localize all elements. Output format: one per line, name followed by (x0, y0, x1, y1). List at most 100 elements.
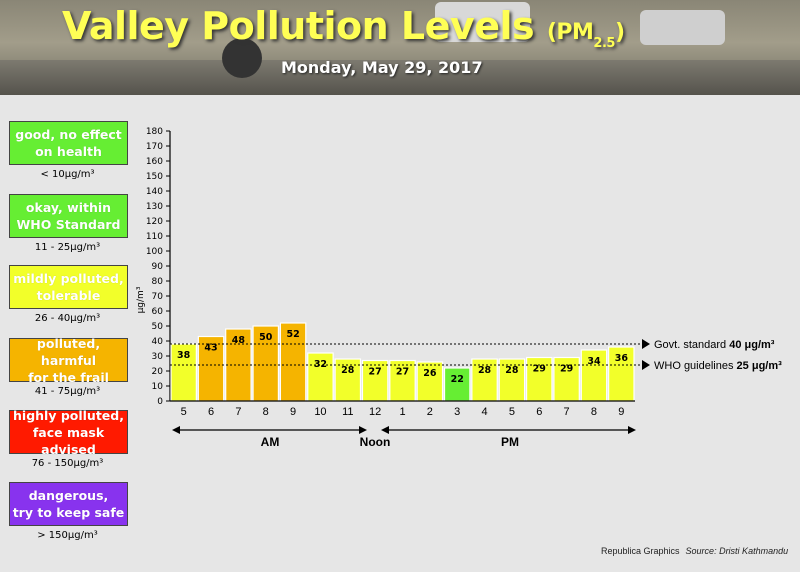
legend-label: okay, within (25, 200, 112, 215)
title-pm: (PM2.5) (546, 20, 625, 51)
legend-label: tolerable (36, 288, 101, 303)
title-text: Valley Pollution Levels (62, 4, 535, 48)
page-title: Valley Pollution Levels (PM2.5) (62, 4, 625, 51)
legend-label: highly polluted, (13, 407, 124, 423)
y-tick-label: 90 (152, 262, 164, 272)
y-tick-label: 60 (152, 307, 164, 317)
reference-label: Govt. standard 40 μg/m³ (654, 339, 775, 351)
x-tick-label: 8 (591, 406, 597, 418)
credit-line: Republica Graphics Source: Dristi Kathman… (601, 546, 788, 556)
car-image (640, 10, 725, 45)
legend-swatch: mildly polluted, tolerable (9, 265, 128, 309)
legend-label: mildly polluted, (13, 271, 124, 286)
reference-label: WHO guidelines 25 μg/m³ (654, 360, 782, 372)
road-photo-background (0, 60, 800, 95)
legend-label: dangerous, (28, 488, 109, 503)
legend-swatch: okay, within WHO Standard (9, 194, 128, 238)
bar-value-label: 22 (451, 374, 464, 385)
x-tick-label: 4 (481, 406, 487, 418)
bar-value-label: 27 (369, 367, 382, 378)
reference-arrow-icon (642, 360, 650, 370)
x-tick-label: 12 (369, 406, 381, 418)
y-tick-label: 50 (152, 322, 164, 332)
pm-close: ) (614, 20, 625, 45)
bar-value-label: 29 (560, 364, 573, 375)
left-arrow-icon (172, 426, 180, 434)
legend-range: < 10μg/m³ (40, 169, 95, 180)
y-tick-label: 70 (152, 292, 164, 302)
bar (608, 346, 635, 402)
y-tick-label: 120 (146, 217, 163, 227)
period-label: PM (501, 435, 519, 449)
bar (334, 358, 362, 402)
bar-value-label: 52 (286, 329, 299, 340)
legend-label: face mask advised (32, 424, 105, 457)
y-axis-label: μg/m³ (136, 286, 146, 313)
credit-graphics: Republica Graphics (601, 546, 680, 556)
y-tick-label: 110 (146, 232, 163, 242)
header-banner: Valley Pollution Levels (PM2.5) Monday, … (0, 0, 800, 95)
bar (252, 325, 280, 402)
legend-label: WHO Standard (16, 217, 121, 232)
bar-value-label: 32 (314, 359, 327, 370)
legend-swatch: dangerous, try to keep safe (9, 482, 128, 526)
legend-label: on health (35, 144, 102, 159)
bar (443, 367, 471, 402)
y-tick-label: 40 (152, 337, 164, 347)
legend-range: 11 - 25μg/m³ (34, 242, 101, 253)
bar-value-label: 28 (478, 365, 492, 376)
x-tick-label: 2 (427, 406, 433, 418)
bar (471, 358, 498, 402)
reference-value: 40 μg/m³ (729, 339, 775, 351)
legend-swatch: polluted, harmful for the frail (9, 335, 128, 385)
bar-value-label: 34 (587, 356, 601, 367)
bar-value-label: 28 (505, 365, 519, 376)
x-tick-label: 8 (263, 406, 269, 418)
x-tick-label: 10 (314, 406, 326, 418)
right-arrow-icon (628, 426, 636, 434)
legend-swatch: highly polluted, face mask advised (9, 407, 128, 457)
bar-value-label: 28 (341, 365, 355, 376)
bar-value-label: 27 (396, 367, 409, 378)
pm-label: (PM (546, 20, 594, 45)
bar-value-label: 36 (615, 353, 629, 364)
y-tick-label: 180 (146, 127, 163, 137)
y-tick-label: 0 (157, 397, 163, 407)
bar (389, 359, 416, 402)
y-tick-label: 10 (152, 382, 164, 392)
x-tick-label: 11 (342, 406, 353, 418)
bar (170, 343, 197, 402)
legend-swatch: good, no effect on health (9, 121, 128, 165)
motorcycle-image (222, 38, 262, 78)
y-tick-label: 100 (146, 247, 163, 257)
bar-value-label: 26 (423, 368, 437, 379)
legend-label: polluted, harmful (36, 335, 101, 368)
legend-range: > 150μg/m³ (37, 530, 98, 541)
y-tick-label: 20 (152, 367, 164, 377)
legend-range: 26 - 40μg/m³ (34, 313, 101, 324)
reference-arrow-icon (642, 339, 650, 349)
y-tick-label: 160 (146, 157, 163, 167)
credit-source: Source: Dristi Kathmandu (685, 546, 789, 556)
x-tick-label: 7 (564, 406, 570, 418)
period-label: AM (261, 435, 280, 449)
y-tick-label: 150 (146, 172, 163, 182)
x-tick-label: 3 (454, 406, 460, 418)
x-tick-label: 7 (235, 406, 241, 418)
legend-label: good, no effect (15, 127, 122, 142)
period-label: Noon (360, 435, 391, 449)
legend-label: try to keep safe (12, 505, 125, 520)
bar (279, 322, 307, 402)
x-tick-label: 6 (536, 406, 542, 418)
y-tick-label: 140 (146, 187, 163, 197)
y-tick-label: 130 (146, 202, 163, 212)
bar-value-label: 50 (259, 332, 273, 343)
x-tick-label: 1 (399, 406, 405, 418)
y-tick-label: 30 (152, 352, 164, 362)
x-tick-label: 9 (618, 406, 624, 418)
reference-value: 25 μg/m³ (737, 360, 783, 372)
car-image (435, 2, 530, 42)
bar (580, 349, 608, 402)
x-tick-label: 5 (181, 406, 187, 418)
